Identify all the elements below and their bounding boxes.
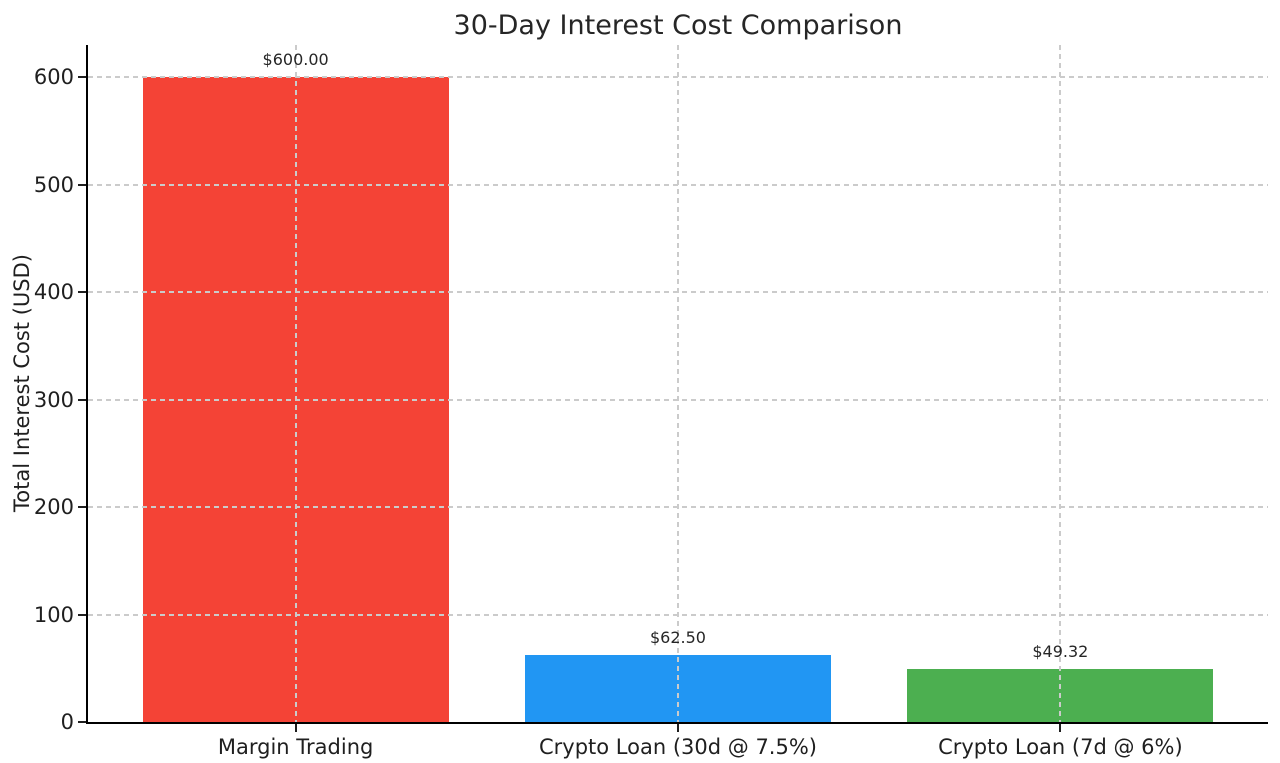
y-tick-label: 400 [33, 280, 74, 305]
bar-value-label: $600.00 [262, 50, 329, 70]
y-tick-label: 600 [33, 65, 74, 90]
x-tick-label: Crypto Loan (30d @ 7.5%) [539, 735, 817, 759]
v-gridline [294, 45, 297, 722]
y-tick-label: 100 [33, 602, 74, 627]
y-tick-label: 0 [60, 710, 74, 734]
y-tick-label: 300 [33, 387, 74, 412]
y-tick-mark [78, 291, 86, 294]
y-tick-label: 200 [33, 495, 74, 520]
chart-title: 30-Day Interest Cost Comparison [453, 10, 903, 41]
y-tick-label: 500 [33, 172, 74, 197]
bar-value-label: $49.32 [1032, 642, 1089, 661]
v-gridline [677, 45, 679, 722]
y-tick-mark [78, 398, 86, 401]
x-axis-spine [86, 722, 1268, 724]
y-tick-mark [78, 613, 86, 616]
y-tick-mark [78, 506, 86, 509]
y-tick-mark [78, 183, 86, 186]
x-tick-label: Margin Trading [217, 735, 374, 759]
x-tick-mark [294, 724, 297, 732]
y-tick-mark [78, 721, 86, 723]
x-tick-label: Crypto Loan (7d @ 6%) [938, 735, 1183, 759]
v-gridline [1059, 45, 1062, 722]
x-tick-mark [1059, 724, 1062, 732]
y-tick-mark [78, 76, 86, 79]
y-axis-spine [86, 45, 88, 724]
x-tick-mark [677, 724, 679, 732]
bar-value-label: $62.50 [650, 627, 706, 647]
